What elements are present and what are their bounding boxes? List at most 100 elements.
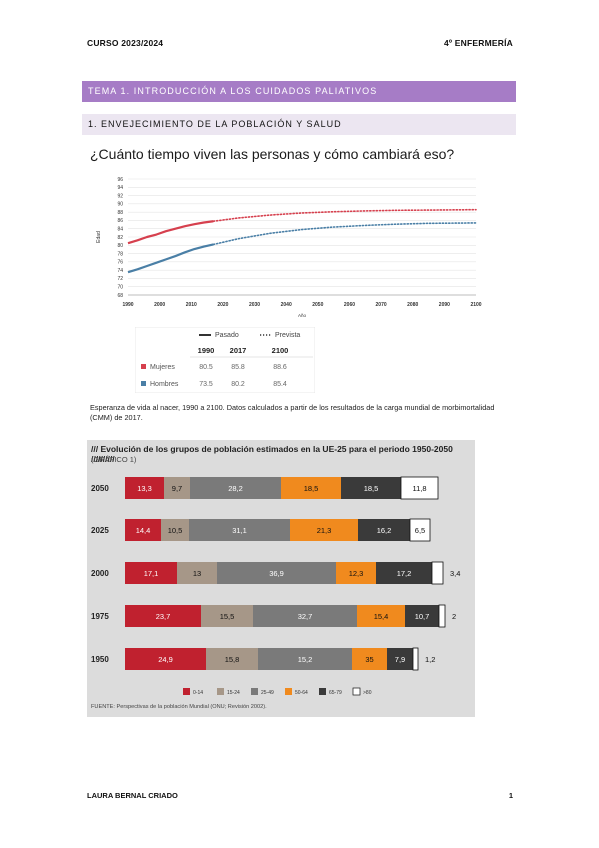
bar-value-label: 18,5 — [364, 484, 379, 493]
y-tick-label: 88 — [117, 210, 123, 216]
series-hombres-forecast-line — [212, 222, 477, 246]
x-tick-label: 2060 — [344, 302, 355, 308]
bar-value-label: 17,2 — [397, 569, 412, 578]
bar-segment — [409, 518, 431, 542]
bar-value-label: 3,4 — [450, 569, 460, 578]
legend-label: 65-79 — [329, 690, 342, 696]
table-value: 80.2 — [231, 381, 245, 388]
legend-label: 0-14 — [193, 690, 203, 696]
table-value: 80.5 — [199, 364, 213, 371]
y-tick-label: 84 — [117, 227, 123, 233]
bar-value-label: 35 — [365, 655, 373, 664]
population-bar-chart: 2050 13,3 9,7 28,2 18,5 18,5 11,8 2025 14,4 10,5 3… — [91, 476, 460, 696]
y-tick-label: 68 — [117, 293, 123, 299]
bar-value-label: 10,5 — [168, 526, 183, 535]
legend-forecast-label: Prevista — [275, 332, 300, 339]
table-row-swatch — [141, 381, 146, 386]
year-label: 1950 — [91, 655, 109, 664]
legend-label: >80 — [363, 690, 372, 696]
y-tick-label: 96 — [117, 177, 123, 183]
bar-segment — [431, 561, 444, 585]
bar-segment — [341, 477, 401, 499]
legend-swatch — [285, 688, 292, 695]
table-value: 85.4 — [273, 381, 287, 388]
bar-segment — [201, 605, 253, 627]
table-header: 1990 — [198, 346, 215, 355]
bar-segment — [336, 562, 376, 584]
bar-value-label: 15,8 — [225, 655, 240, 664]
y-tick-label: 86 — [117, 218, 123, 224]
year-label: 1975 — [91, 612, 109, 621]
x-tick-label: 2080 — [407, 302, 418, 308]
legend-swatch — [183, 688, 190, 695]
year-label: 2050 — [91, 484, 109, 493]
bar-segment — [405, 605, 439, 627]
bar-segment — [258, 648, 352, 670]
bar-segment — [125, 519, 161, 541]
bar-value-label: 13,3 — [137, 484, 152, 493]
bar-segment — [376, 562, 432, 584]
x-tick-label: 2020 — [217, 302, 228, 308]
year-label: 2000 — [91, 569, 109, 578]
x-axis-label: Año — [298, 313, 307, 318]
series-mujeres-past-line — [127, 220, 214, 245]
table-header: 2017 — [230, 346, 247, 355]
bar-segment — [352, 648, 387, 670]
bar-value-label: 13 — [193, 569, 201, 578]
bar-value-label: 7,9 — [395, 655, 405, 664]
series-mujeres-forecast-line — [212, 208, 477, 223]
bar-segment — [125, 648, 206, 670]
y-tick-label: 70 — [117, 285, 123, 291]
y-tick-label: 72 — [117, 276, 123, 282]
bar-segment — [358, 519, 410, 541]
year-label: 2025 — [91, 526, 109, 535]
bar-value-label: 28,2 — [228, 484, 243, 493]
population-groups-figure: /// Evolución de los grupos de población… — [87, 440, 475, 717]
legend-swatch — [251, 688, 258, 695]
life-expectancy-chart: 68 70 72 74 76 78 80 82 84 86 88 90 92 94 96 1990 2000 20… — [96, 177, 482, 318]
tema-heading: TEMA 1. INTRODUCCIÓN A LOS CUIDADOS PALI… — [82, 81, 516, 102]
legend-swatch — [352, 687, 361, 696]
bar-segment — [438, 604, 446, 628]
chart-question-title: ¿Cuánto tiempo viven las personas y cómo… — [90, 146, 455, 162]
y-tick-label: 94 — [117, 185, 123, 191]
section-heading: 1. ENVEJECIMIENTO DE LA POBLACIÓN Y SALU… — [82, 114, 516, 135]
bar-value-label: 6,5 — [415, 526, 425, 535]
bar-segment — [412, 647, 419, 671]
bar-segment — [217, 562, 336, 584]
bar-segment — [357, 605, 405, 627]
bar-segment — [290, 519, 358, 541]
program-label: 4º ENFERMERÍA — [444, 38, 513, 48]
table-header: 2100 — [272, 346, 289, 355]
chart-caption: Esperanza de vida al nacer, 1990 a 2100.… — [90, 403, 495, 422]
course-label: CURSO 2023/2024 — [87, 38, 164, 48]
series-hombres-past-line — [127, 243, 214, 274]
life-expectancy-table: Pasado Prevista 1990 2017 2100 Mujeres 80.5 85.… — [135, 327, 315, 393]
table-row-label: Mujeres — [150, 364, 175, 371]
bar-value-label: 21,3 — [317, 526, 332, 535]
bar-value-label: 15,2 — [298, 655, 313, 664]
x-tick-label: 2040 — [281, 302, 292, 308]
bar-value-label: 18,5 — [304, 484, 319, 493]
x-tick-label: 2100 — [470, 302, 481, 308]
x-tick-label: 2070 — [376, 302, 387, 308]
legend-label: 25-49 — [261, 690, 274, 696]
y-tick-label: 78 — [117, 251, 123, 257]
bar-value-label: 12,3 — [349, 569, 364, 578]
bar-segment — [125, 605, 201, 627]
legend-label: 50-64 — [295, 690, 308, 696]
bar-value-label: 15,4 — [374, 612, 389, 621]
population-chart-title: /// Evolución de los grupos de población… — [91, 444, 453, 464]
legend-swatch — [319, 688, 326, 695]
bar-value-label: 36,9 — [269, 569, 284, 578]
bar-segment — [387, 648, 413, 670]
bar-value-label: 15,5 — [220, 612, 235, 621]
population-chart-source: FUENTE: Perspectivas de la población Mun… — [91, 704, 267, 710]
bar-segment — [400, 476, 439, 500]
y-tick-label: 74 — [117, 268, 123, 274]
author-label: LAURA BERNAL CRIADO — [87, 791, 178, 800]
bar-value-label: 16,2 — [377, 526, 392, 535]
bar-segment — [281, 477, 341, 499]
bar-segment — [177, 562, 217, 584]
x-tick-label: 2030 — [249, 302, 260, 308]
